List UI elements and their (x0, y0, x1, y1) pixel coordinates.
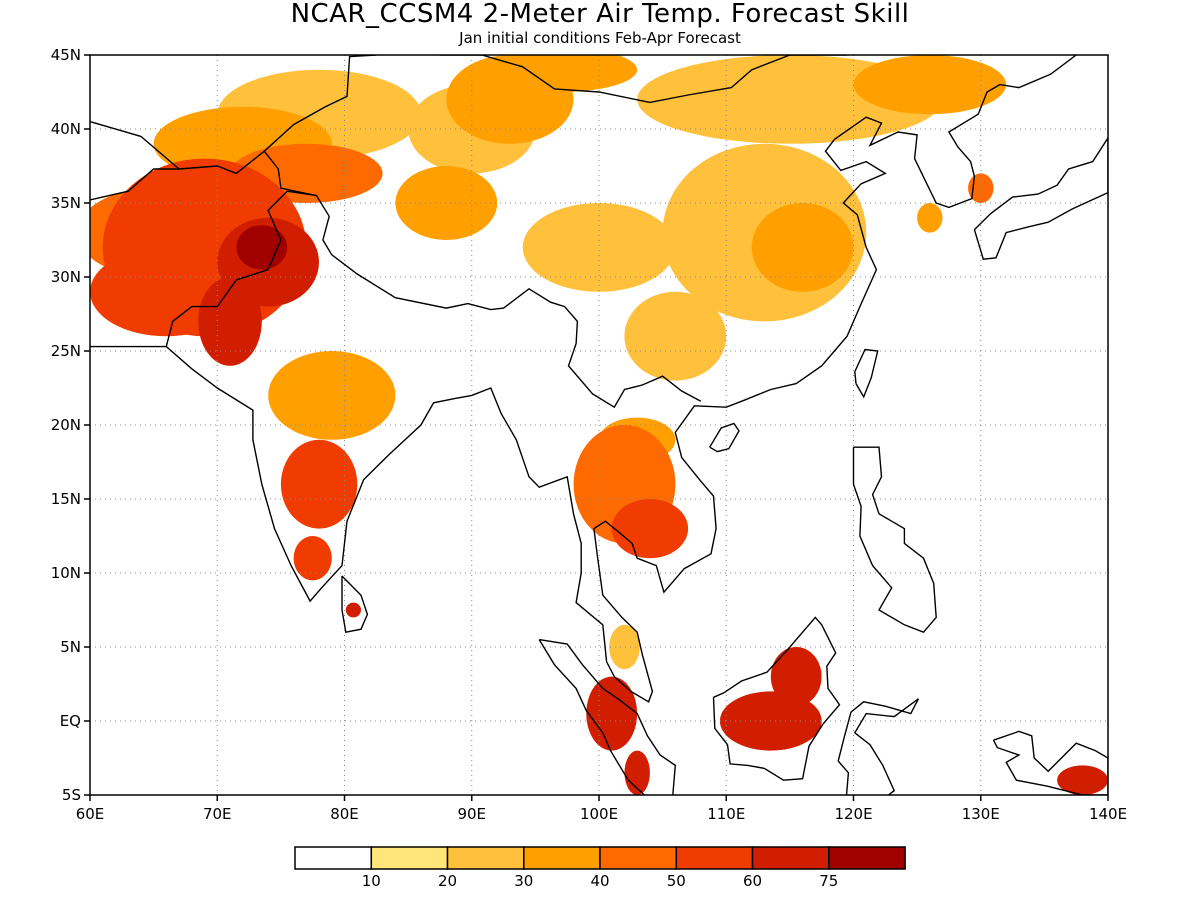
lat-tick-label: 40N (51, 120, 81, 138)
gridlines (90, 55, 1108, 795)
legend-label: 50 (667, 872, 686, 890)
skill-region (280, 439, 358, 529)
legend-label: 75 (819, 872, 838, 890)
legend-swatch (828, 846, 906, 870)
skill-region (751, 203, 854, 292)
skill-region (293, 536, 332, 581)
skill-region (345, 602, 361, 618)
lon-tick-label: 130E (962, 805, 1000, 823)
legend-label: 20 (438, 872, 457, 890)
coastline (538, 638, 677, 795)
skill-region (624, 750, 650, 795)
axes: 60E 70E 80E 90E 100E 110E 120E 130E 140E 5S EQ 5N 10… (51, 46, 1127, 823)
skill-region (917, 203, 943, 233)
coastline (852, 446, 937, 634)
coastline (90, 55, 1077, 703)
colorbar-legend: 10 20 30 40 50 60 75 (294, 846, 906, 890)
lon-tick-label: 90E (457, 805, 486, 823)
lon-tick-label: 110E (707, 805, 745, 823)
lon-tick-label: 70E (203, 805, 232, 823)
coastline (854, 348, 879, 399)
legend-swatch (751, 846, 830, 870)
coastline (709, 422, 740, 453)
coastline (341, 575, 369, 634)
coastline (973, 136, 1108, 260)
legend-label: 30 (514, 872, 533, 890)
lat-tick-label: 5N (60, 638, 81, 656)
lon-tick-label: 100E (580, 805, 618, 823)
coastlines (90, 55, 1108, 795)
legend-label: 60 (743, 872, 762, 890)
skill-region (522, 203, 676, 292)
lat-tick-label: 30N (51, 268, 81, 286)
skill-region (611, 498, 689, 559)
lat-tick-label: 5S (62, 786, 81, 804)
lat-tick-label: 25N (51, 342, 81, 360)
skill-region (484, 55, 638, 92)
skill-fill-layer (90, 55, 1108, 795)
lat-tick-label: 15N (51, 490, 81, 508)
coastline (439, 55, 848, 104)
lon-tick-label: 80E (330, 805, 359, 823)
coastline (992, 730, 1108, 795)
coastline (263, 55, 377, 152)
legend-swatch (523, 846, 601, 870)
skill-region (770, 647, 822, 707)
skill-region (198, 277, 262, 366)
skill-region (395, 166, 498, 240)
legend-swatch (599, 846, 678, 870)
lat-tick-label: 45N (51, 46, 81, 64)
lon-tick-label: 60E (76, 805, 105, 823)
skill-region (1057, 765, 1108, 795)
skill-region (624, 291, 727, 381)
skill-region (586, 676, 638, 751)
chart-subtitle: Jan initial conditions Feb-Apr Forecast (459, 29, 741, 47)
chart-title: NCAR_CCSM4 2-Meter Air Temp. Forecast Sk… (290, 0, 910, 29)
skill-region (853, 55, 1007, 115)
coastline (90, 168, 180, 201)
legend-swatch (370, 846, 449, 870)
lat-tick-label: 35N (51, 194, 81, 212)
legend-label: 40 (590, 872, 609, 890)
coastline (165, 190, 317, 347)
lat-tick-label: 20N (51, 416, 81, 434)
coastline (837, 698, 920, 795)
skill-region (268, 351, 396, 440)
legend-swatch (294, 846, 373, 870)
lat-tick-label: EQ (60, 712, 81, 730)
coastline (712, 616, 841, 781)
lon-tick-label: 140E (1089, 805, 1127, 823)
lon-tick-label: 120E (834, 805, 872, 823)
legend-swatch (446, 846, 525, 870)
skill-region (609, 624, 640, 670)
legend-label: 10 (362, 872, 381, 890)
legend-swatch (675, 846, 754, 870)
lat-tick-label: 10N (51, 564, 81, 582)
skill-region (236, 225, 288, 270)
